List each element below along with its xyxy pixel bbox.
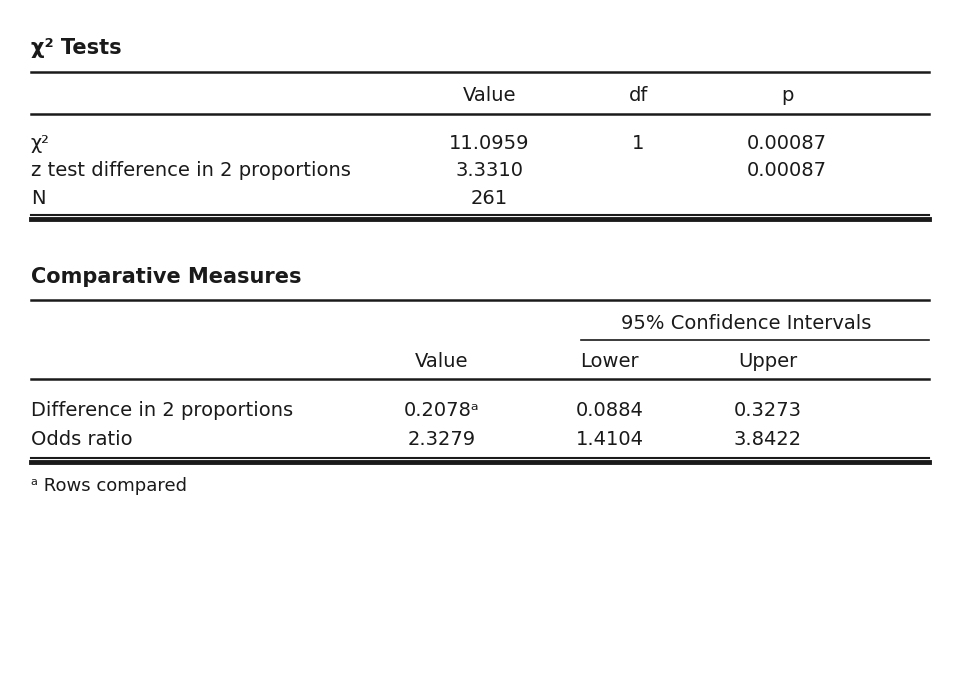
- Text: 261: 261: [471, 189, 508, 208]
- Text: N: N: [31, 189, 45, 208]
- Text: χ²: χ²: [31, 134, 50, 153]
- Text: 0.00087: 0.00087: [747, 134, 828, 153]
- Text: 1: 1: [633, 134, 644, 153]
- Text: 3.8422: 3.8422: [734, 430, 802, 449]
- Text: 3.3310: 3.3310: [456, 161, 523, 181]
- Text: χ² Tests: χ² Tests: [31, 38, 121, 58]
- Text: 11.0959: 11.0959: [449, 134, 530, 153]
- Text: 2.3279: 2.3279: [408, 430, 475, 449]
- Text: Comparative Measures: Comparative Measures: [31, 267, 301, 287]
- Text: Difference in 2 proportions: Difference in 2 proportions: [31, 401, 293, 420]
- Text: 0.0884: 0.0884: [576, 401, 643, 420]
- Text: Value: Value: [463, 86, 516, 105]
- Text: 0.3273: 0.3273: [734, 401, 802, 420]
- Text: Lower: Lower: [580, 352, 639, 371]
- Text: Odds ratio: Odds ratio: [31, 430, 132, 449]
- Text: Upper: Upper: [738, 352, 798, 371]
- Text: Value: Value: [415, 352, 468, 371]
- Text: 95% Confidence Intervals: 95% Confidence Intervals: [621, 314, 872, 333]
- Text: 0.2078ᵃ: 0.2078ᵃ: [404, 401, 479, 420]
- Text: ᵃ Rows compared: ᵃ Rows compared: [31, 477, 186, 495]
- Text: df: df: [629, 86, 648, 105]
- Text: z test difference in 2 proportions: z test difference in 2 proportions: [31, 161, 350, 181]
- Text: p: p: [781, 86, 793, 105]
- Text: 1.4104: 1.4104: [576, 430, 643, 449]
- Text: 0.00087: 0.00087: [747, 161, 828, 181]
